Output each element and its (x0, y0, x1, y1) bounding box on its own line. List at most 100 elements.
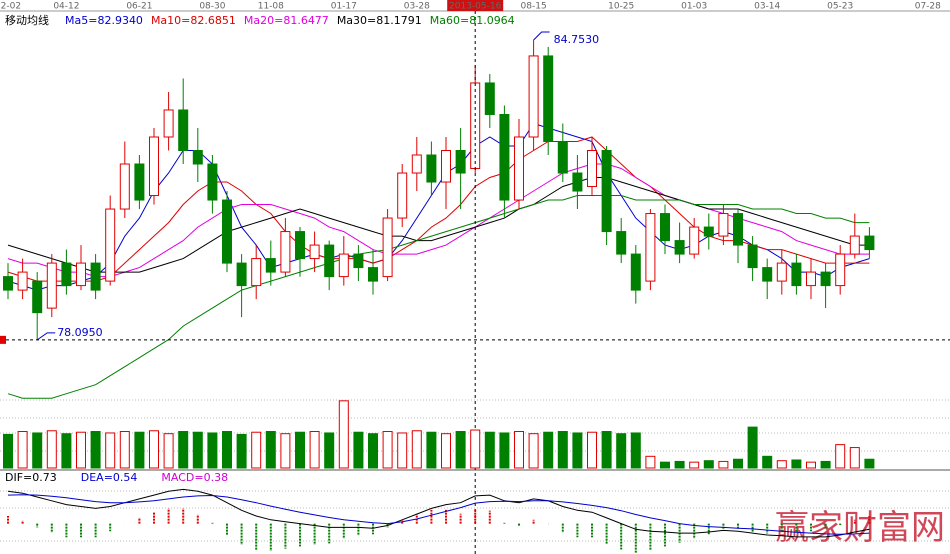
legend-title: 移动均线 (5, 13, 49, 27)
candle-body (192, 150, 203, 165)
volume-bar (484, 431, 495, 469)
volume-bar (426, 431, 437, 469)
low-marker (0, 335, 6, 344)
volume-bar (90, 431, 101, 469)
legend-entry: DIF=0.73 (5, 471, 57, 484)
candle-body (630, 253, 641, 291)
x-tick-label: 04-12 (53, 2, 79, 12)
ma-line (7, 195, 870, 399)
candle-body (32, 280, 43, 314)
volume-bar (382, 431, 393, 469)
volume-bar (265, 431, 276, 469)
candle-body (368, 267, 378, 282)
volume-bar (280, 433, 291, 469)
candle-body (397, 172, 408, 219)
volume-bar (835, 444, 846, 469)
volume-bar (645, 455, 656, 469)
volume-bar (353, 431, 364, 469)
x-tick-label: 02-02 (0, 2, 21, 12)
candle-body (251, 258, 262, 287)
volume-bar (630, 432, 641, 469)
candle-body (134, 163, 145, 201)
volume-bar (397, 432, 408, 469)
candle-body (718, 213, 729, 237)
candle-body (601, 150, 612, 233)
min-leader (36, 332, 56, 341)
candle-body (222, 199, 232, 264)
volume-bar (572, 432, 583, 469)
x-tick-label: 01-17 (331, 2, 357, 12)
volume-bar (222, 431, 232, 469)
date-highlight (447, 0, 504, 11)
x-tick-label: 06-21 (126, 2, 152, 12)
volume-bar (192, 431, 203, 469)
candle-body (660, 213, 670, 242)
candle-body (353, 253, 364, 269)
legend-entry: DEA=0.54 (81, 471, 138, 484)
ma-line (7, 136, 870, 282)
candle-body (207, 163, 218, 201)
x-tick-label: 07-28 (915, 2, 941, 12)
volume-bar (762, 455, 773, 469)
volume-bar (499, 432, 510, 469)
volume-bar (61, 433, 72, 469)
volume-bar (338, 400, 349, 469)
candle-body (441, 150, 451, 183)
candle-body (280, 231, 291, 273)
volume-bar (660, 461, 670, 469)
candle-body (791, 262, 802, 287)
volume-bar (134, 431, 145, 469)
candle-body (455, 150, 466, 174)
volume-bar (163, 433, 174, 469)
volume-bar (733, 458, 743, 469)
legend-entry: Ma20=81.6477 (244, 14, 329, 27)
candle-body (484, 82, 495, 115)
volume-bar (455, 431, 466, 469)
volume-bar (864, 458, 875, 469)
candle-body (835, 253, 846, 287)
volume-bar (46, 430, 57, 469)
candle-body (295, 231, 305, 260)
max-label: 84.7530 (554, 33, 600, 46)
x-tick-label: 03-14 (754, 2, 780, 12)
candle-body (820, 271, 831, 287)
volume-bar (528, 433, 539, 469)
volume-bar (32, 432, 43, 469)
candle-body (762, 267, 773, 282)
candle-body (426, 154, 437, 183)
volume-bar (718, 460, 729, 469)
volume-bar (236, 433, 247, 469)
candle-body (163, 109, 174, 138)
volume-bar (543, 431, 554, 469)
volume-bar (207, 432, 218, 469)
legend-entry: Ma60=81.0964 (430, 14, 515, 27)
candle-body (119, 163, 130, 210)
legend-entry: Ma10=82.6851 (151, 14, 236, 27)
max-leader (533, 31, 550, 41)
volume-bar (441, 433, 451, 469)
x-tick-label: 11-08 (258, 2, 284, 12)
candle-body (411, 154, 422, 174)
legend-entry: MACD=0.38 (161, 471, 228, 484)
volume-bar (411, 430, 422, 469)
volume-bar (368, 433, 378, 469)
ma-line (7, 177, 870, 273)
candle-body (616, 231, 627, 255)
candle-body (806, 271, 816, 287)
volume-bar (849, 447, 860, 469)
candle-body (324, 244, 335, 278)
candle-body (149, 136, 159, 197)
candle-body (703, 226, 714, 237)
candle-body (514, 136, 524, 201)
x-tick-label: 05-23 (827, 2, 853, 12)
candle-body (557, 140, 568, 174)
volume-bar (776, 460, 787, 469)
candle-body (689, 226, 700, 255)
candle-body (61, 262, 72, 287)
x-tick-label: 03-28 (404, 2, 430, 12)
candle-body (76, 262, 86, 287)
x-tick-label: 08-15 (521, 2, 547, 12)
volume-bar (587, 431, 597, 469)
macd-line (7, 494, 870, 535)
